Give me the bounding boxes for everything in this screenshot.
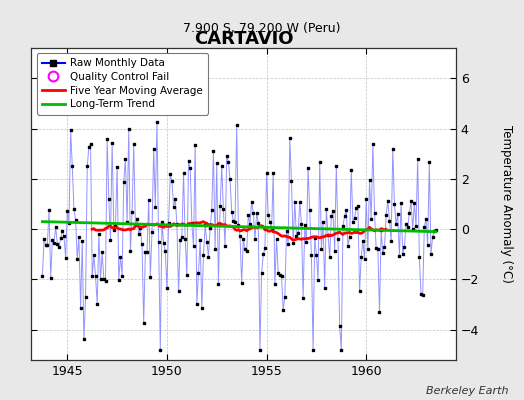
Title: CARTAVIO: CARTAVIO [194,30,293,48]
Text: Berkeley Earth: Berkeley Earth [426,386,508,396]
Y-axis label: Temperature Anomaly (°C): Temperature Anomaly (°C) [500,125,513,283]
Legend: Raw Monthly Data, Quality Control Fail, Five Year Moving Average, Long-Term Tren: Raw Monthly Data, Quality Control Fail, … [37,53,208,114]
Text: 7.900 S, 79.200 W (Peru): 7.900 S, 79.200 W (Peru) [183,22,341,35]
